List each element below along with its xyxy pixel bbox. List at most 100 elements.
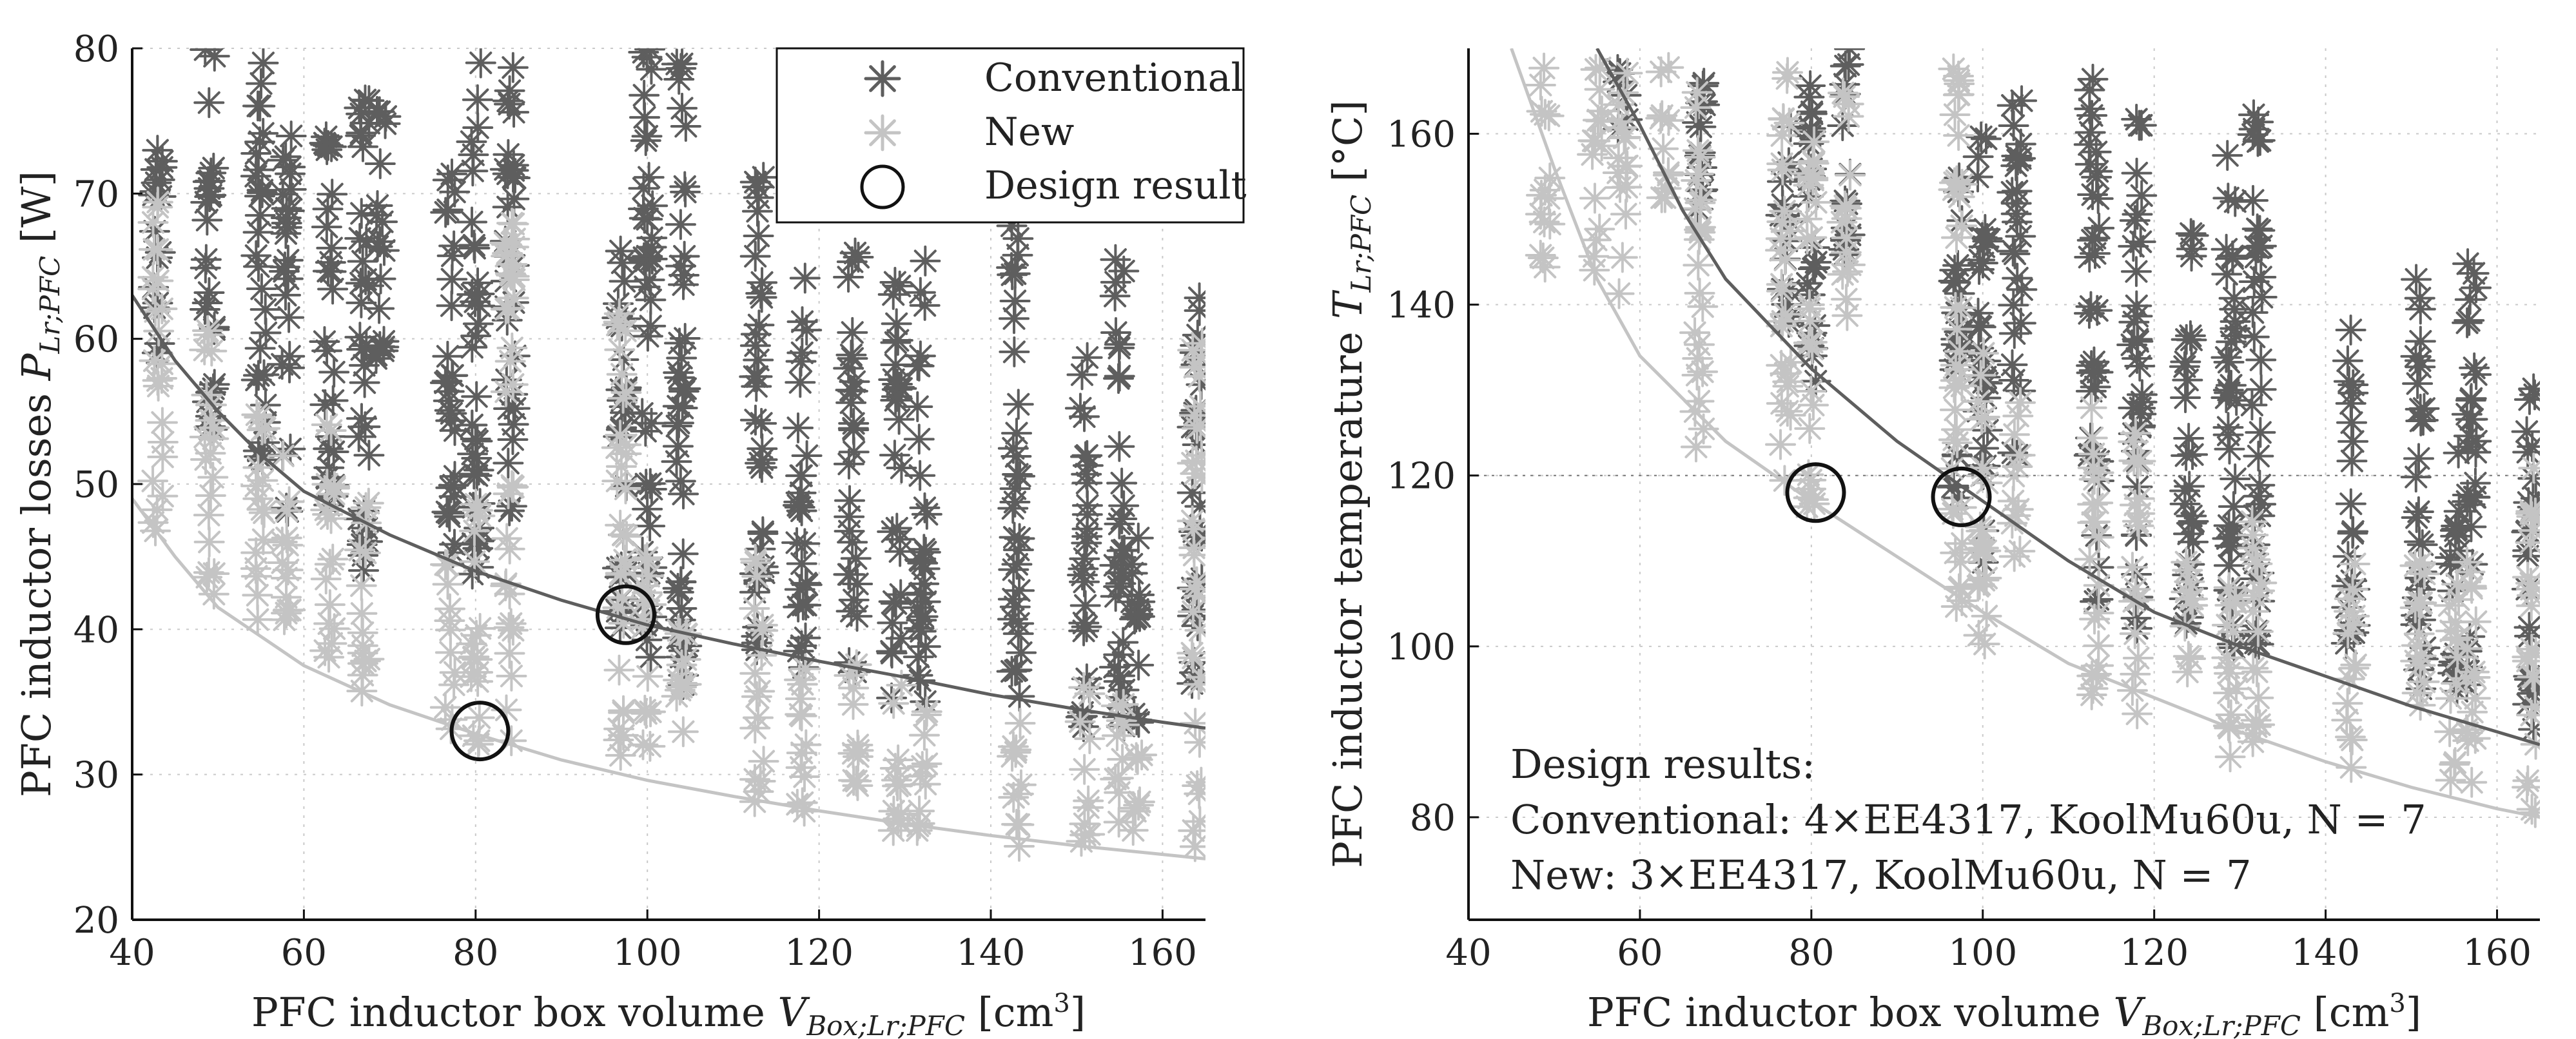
data-point-conventional [1004,460,1036,492]
data-point-conventional-stroke [883,443,906,467]
data-point-conventional-stroke [839,344,863,367]
data-point-conventional [344,222,376,254]
data-point-new-stroke [315,567,338,590]
data-point-conventional-stroke [435,500,458,523]
data-point-conventional-stroke [1104,284,1127,307]
data-point-conventional [497,52,529,83]
data-point-new [240,470,272,501]
data-point-conventional-stroke [1000,660,1024,683]
data-point-conventional [309,389,341,420]
data-point-new [884,769,916,801]
data-point-conventional-stroke [609,239,632,263]
data-point-new-stroke [605,469,629,492]
data-point-conventional [244,200,276,231]
data-point-new-stroke [141,211,165,234]
data-point-new-stroke [315,413,338,436]
data-point-conventional-stroke [787,639,810,663]
data-point-conventional-stroke [794,594,817,617]
data-point-conventional-stroke [274,145,297,168]
data-point-conventional-stroke [837,452,861,476]
data-point-conventional-stroke [1076,503,1099,526]
data-point-new [455,661,487,692]
data-point-conventional [662,431,694,462]
data-point-conventional [244,333,276,364]
data-point-conventional [786,495,817,527]
data-point-conventional-stroke [468,295,491,318]
data-point-conventional-stroke [350,407,373,430]
data-point-conventional [312,255,344,287]
data-point-new [493,612,525,643]
data-point-conventional-stroke [1004,477,1027,500]
data-point-new [601,309,633,341]
data-point-conventional-stroke [744,409,767,432]
data-point-conventional [364,293,395,324]
data-point-new-stroke [614,433,638,456]
data-point-new [604,334,636,365]
data-point-new-stroke [748,679,771,703]
data-point-conventional [665,209,696,240]
data-point-conventional [369,108,401,139]
data-point-conventional-stroke [502,413,525,436]
data-point-new-stroke [434,695,457,719]
data-point-conventional-stroke [322,360,346,384]
data-point-conventional-stroke [843,440,866,463]
data-point-conventional-stroke [630,402,654,425]
data-point-new [633,560,665,592]
data-point-conventional [908,568,940,599]
data-point-conventional-stroke [883,271,906,294]
data-point-conventional-stroke [1000,263,1024,286]
data-point-new-stroke [351,641,375,665]
data-point-conventional [462,267,494,298]
data-point-new-stroke [439,641,462,664]
data-point-conventional-stroke [641,194,664,217]
data-point-new [492,237,523,269]
data-point-conventional-stroke [635,124,659,148]
data-point-conventional-stroke [496,162,520,186]
data-point-conventional-stroke [500,494,523,518]
data-point-conventional-stroke [881,611,904,634]
data-point-conventional [834,485,866,516]
data-point-new-stroke [888,773,912,797]
data-point-new-stroke [436,572,460,596]
data-point-conventional [881,308,912,340]
data-point-conventional-stroke [908,464,932,487]
data-point-conventional [1107,626,1139,658]
data-point-conventional-stroke [747,224,770,248]
data-point-conventional [353,270,385,302]
data-point-conventional [902,391,933,422]
data-point-new-stroke [613,549,636,572]
data-point-conventional [668,269,699,300]
data-point-new [195,480,226,511]
data-point-conventional-stroke [320,237,343,260]
data-point-conventional-stroke [460,210,483,234]
data-point-new [1064,706,1096,737]
data-point-new-stroke [500,264,523,287]
data-point-conventional-stroke [885,312,908,335]
data-point-conventional [783,412,814,443]
data-point-conventional-stroke [912,605,935,628]
data-point-conventional [663,576,694,608]
data-point-conventional-stroke [632,84,656,107]
data-point-new-stroke [193,425,217,449]
data-point-conventional-stroke [315,215,338,238]
data-point-conventional-stroke [254,298,277,321]
data-point-conventional [1001,654,1033,686]
data-point-new-stroke [464,492,487,516]
data-point-new [635,696,667,728]
data-point-conventional-stroke [460,130,483,153]
data-point-conventional-stroke [913,249,937,273]
data-point-conventional [743,344,774,376]
data-point-new [191,561,223,593]
data-point-conventional-stroke [672,273,695,296]
data-point-new-stroke [150,367,173,390]
data-point-conventional [362,231,393,262]
data-point-conventional-stroke [1126,603,1149,626]
data-point-conventional-stroke [498,92,521,116]
data-point-new-stroke [146,269,170,293]
data-point-new-stroke [841,693,865,716]
data-point-new [497,369,529,400]
data-point-new-stroke [609,563,632,586]
data-point-new [630,697,662,729]
data-point-conventional-stroke [275,206,298,229]
data-point-new-stroke [201,465,224,489]
